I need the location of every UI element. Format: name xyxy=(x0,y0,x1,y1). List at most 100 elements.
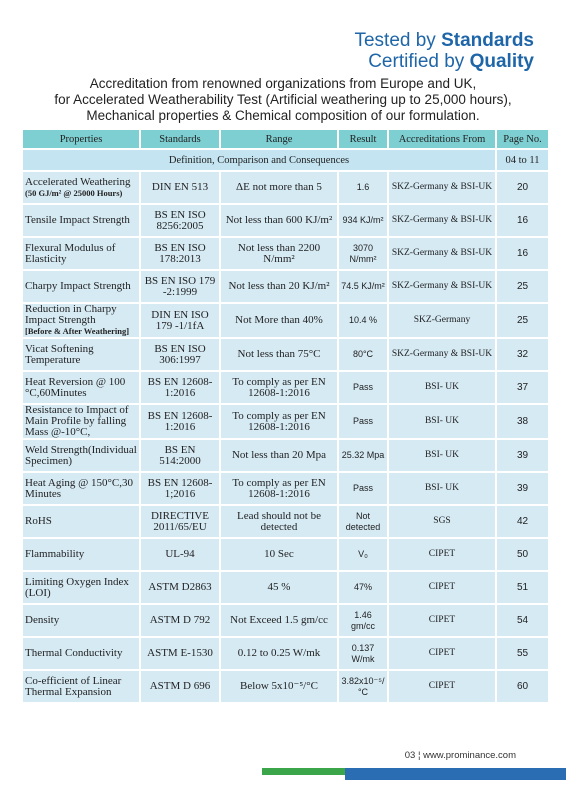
footer: 03 ¦ www.prominance.com xyxy=(404,750,516,761)
intro-line: Accreditation from renowned organization… xyxy=(89,76,477,91)
column-header: Range xyxy=(219,128,339,150)
property-name: Resistance to Impact of Main Profile by … xyxy=(25,404,129,438)
table-row: Limiting Oxygen Index (LOI) ASTM D2863 45 … xyxy=(21,570,550,605)
range: To comply as per EN 12608-1:2016 xyxy=(219,403,339,440)
title-text: Tested by xyxy=(354,30,436,51)
page-no: 55 xyxy=(495,636,550,671)
standard: DIN EN 513 xyxy=(139,170,221,205)
range: 0.12 to 0.25 W/mk xyxy=(219,636,339,671)
table-row: Accelerated Weathering (50 GJ/m² @ 25000 … xyxy=(21,170,550,205)
result: 1.46 gm/cc xyxy=(337,603,389,638)
table-row: Heat Reversion @ 100 °C,60Minutes BS EN 1… xyxy=(21,370,550,405)
accreditation: CIPET xyxy=(387,537,497,572)
page-no: 54 xyxy=(495,603,550,638)
page-no: 16 xyxy=(495,236,550,271)
property: Weld Strength(Individual Specimen) xyxy=(21,438,141,473)
range: Not less than 75°C xyxy=(219,337,339,372)
result: 47% xyxy=(337,570,389,605)
property-name: Thermal Conductivity xyxy=(25,647,123,659)
accreditation: SKZ-Germany & BSI-UK xyxy=(387,269,497,304)
property: Vicat Softening Temperature xyxy=(21,337,141,372)
accreditation: SKZ-Germany & BSI-UK xyxy=(387,236,497,271)
range: 45 % xyxy=(219,570,339,605)
standard: ASTM D2863 xyxy=(139,570,221,605)
range: ΔE not more than 5 xyxy=(219,170,339,205)
column-header: Accreditations From xyxy=(387,128,497,150)
standard: BS EN ISO 8256:2005 xyxy=(139,203,221,238)
property-name: Tensile Impact Strength xyxy=(25,214,130,226)
table-row: Resistance to Impact of Main Profile by … xyxy=(21,403,550,440)
accreditation: BSI- UK xyxy=(387,471,497,506)
intro: Accreditation from renowned organization… xyxy=(0,76,566,124)
result: Not detected xyxy=(337,504,389,539)
property-name: Heat Reversion @ 100 °C,60Minutes xyxy=(25,375,126,399)
standard: DIRECTIVE 2011/65/EU xyxy=(139,504,221,539)
table-row: Flexural Modulus of Elasticity BS EN ISO … xyxy=(21,236,550,271)
result: 74.5 KJ/m² xyxy=(337,269,389,304)
title-bold: Standards xyxy=(441,30,534,51)
accreditation: SKZ-Germany & BSI-UK xyxy=(387,170,497,205)
standard: ASTM E-1530 xyxy=(139,636,221,671)
range: 10 Sec xyxy=(219,537,339,572)
standard: ASTM D 792 xyxy=(139,603,221,638)
table-row: Weld Strength(Individual Specimen) BS EN … xyxy=(21,438,550,473)
result: 1.6 xyxy=(337,170,389,205)
table-row: Tensile Impact Strength BS EN ISO 8256:20… xyxy=(21,203,550,238)
page-no: 16 xyxy=(495,203,550,238)
page-no: 37 xyxy=(495,370,550,405)
accreditation: CIPET xyxy=(387,603,497,638)
standard: BS EN 12608-1:2016 xyxy=(139,370,221,405)
standard: UL-94 xyxy=(139,537,221,572)
intro-line: for Accelerated Weatherability Test (Art… xyxy=(54,92,512,107)
result: 3070 N/mm² xyxy=(337,236,389,271)
page-no: 50 xyxy=(495,537,550,572)
column-header: Page No. xyxy=(495,128,550,150)
property-note: (50 GJ/m² @ 25000 Hours) xyxy=(25,187,123,198)
standard: BS EN 12608-1;2016 xyxy=(139,471,221,506)
table-row: Heat Aging @ 150°C,30 Minutes BS EN 12608… xyxy=(21,471,550,506)
result: Pass xyxy=(337,370,389,405)
range: Not Exceed 1.5 gm/cc xyxy=(219,603,339,638)
accreditation: CIPET xyxy=(387,570,497,605)
table-row: Flammability UL-94 10 Sec V₀ CIPET 50 xyxy=(21,537,550,572)
page-no: 51 xyxy=(495,570,550,605)
property-name: Reduction in Charpy Impact Strength xyxy=(25,303,117,326)
range: Not More than 40% xyxy=(219,302,339,339)
accreditation: SKZ-Germany & BSI-UK xyxy=(387,337,497,372)
property-name: Vicat Softening Temperature xyxy=(25,342,94,366)
page-no: 42 xyxy=(495,504,550,539)
range: Lead should not be detected xyxy=(219,504,339,539)
table-row: Reduction in Charpy Impact Strength [Befo… xyxy=(21,302,550,339)
result: 25.32 Mpa xyxy=(337,438,389,473)
table-row: Co-efficient of Linear Thermal Expansion… xyxy=(21,669,550,704)
title: Tested by Standards Certified by Quality xyxy=(354,30,534,72)
range: To comply as per EN 12608-1:2016 xyxy=(219,370,339,405)
page-no: 60 xyxy=(495,669,550,704)
property-name: Flammability xyxy=(25,548,85,560)
accreditation: CIPET xyxy=(387,669,497,704)
accreditation: BSI- UK xyxy=(387,370,497,405)
property: Accelerated Weathering (50 GJ/m² @ 25000 … xyxy=(21,170,141,205)
property-name: Co-efficient of Linear Thermal Expansion xyxy=(25,674,122,698)
property-name: Heat Aging @ 150°C,30 Minutes xyxy=(25,476,134,500)
page-number: 03 xyxy=(404,750,416,761)
property-name: Charpy Impact Strength xyxy=(25,280,131,292)
standard: ASTM D 696 xyxy=(139,669,221,704)
result: 80°C xyxy=(337,337,389,372)
range: Not less than 20 KJ/m² xyxy=(219,269,339,304)
standard: BS EN 514:2000 xyxy=(139,438,221,473)
property: Tensile Impact Strength xyxy=(21,203,141,238)
page-no: 20 xyxy=(495,170,550,205)
title-text: Certified by xyxy=(368,51,465,72)
result: 10.4 % xyxy=(337,302,389,339)
property: Flammability xyxy=(21,537,141,572)
table-row: Density ASTM D 792 Not Exceed 1.5 gm/cc 1.4… xyxy=(21,603,550,638)
result: V₀ xyxy=(337,537,389,572)
accreditation: BSI- UK xyxy=(387,403,497,440)
property: RoHS xyxy=(21,504,141,539)
property: Density xyxy=(21,603,141,638)
property-name: Limiting Oxygen Index (LOI) xyxy=(25,575,129,599)
url: www.prominance.com xyxy=(423,750,516,761)
accreditation: SGS xyxy=(387,504,497,539)
